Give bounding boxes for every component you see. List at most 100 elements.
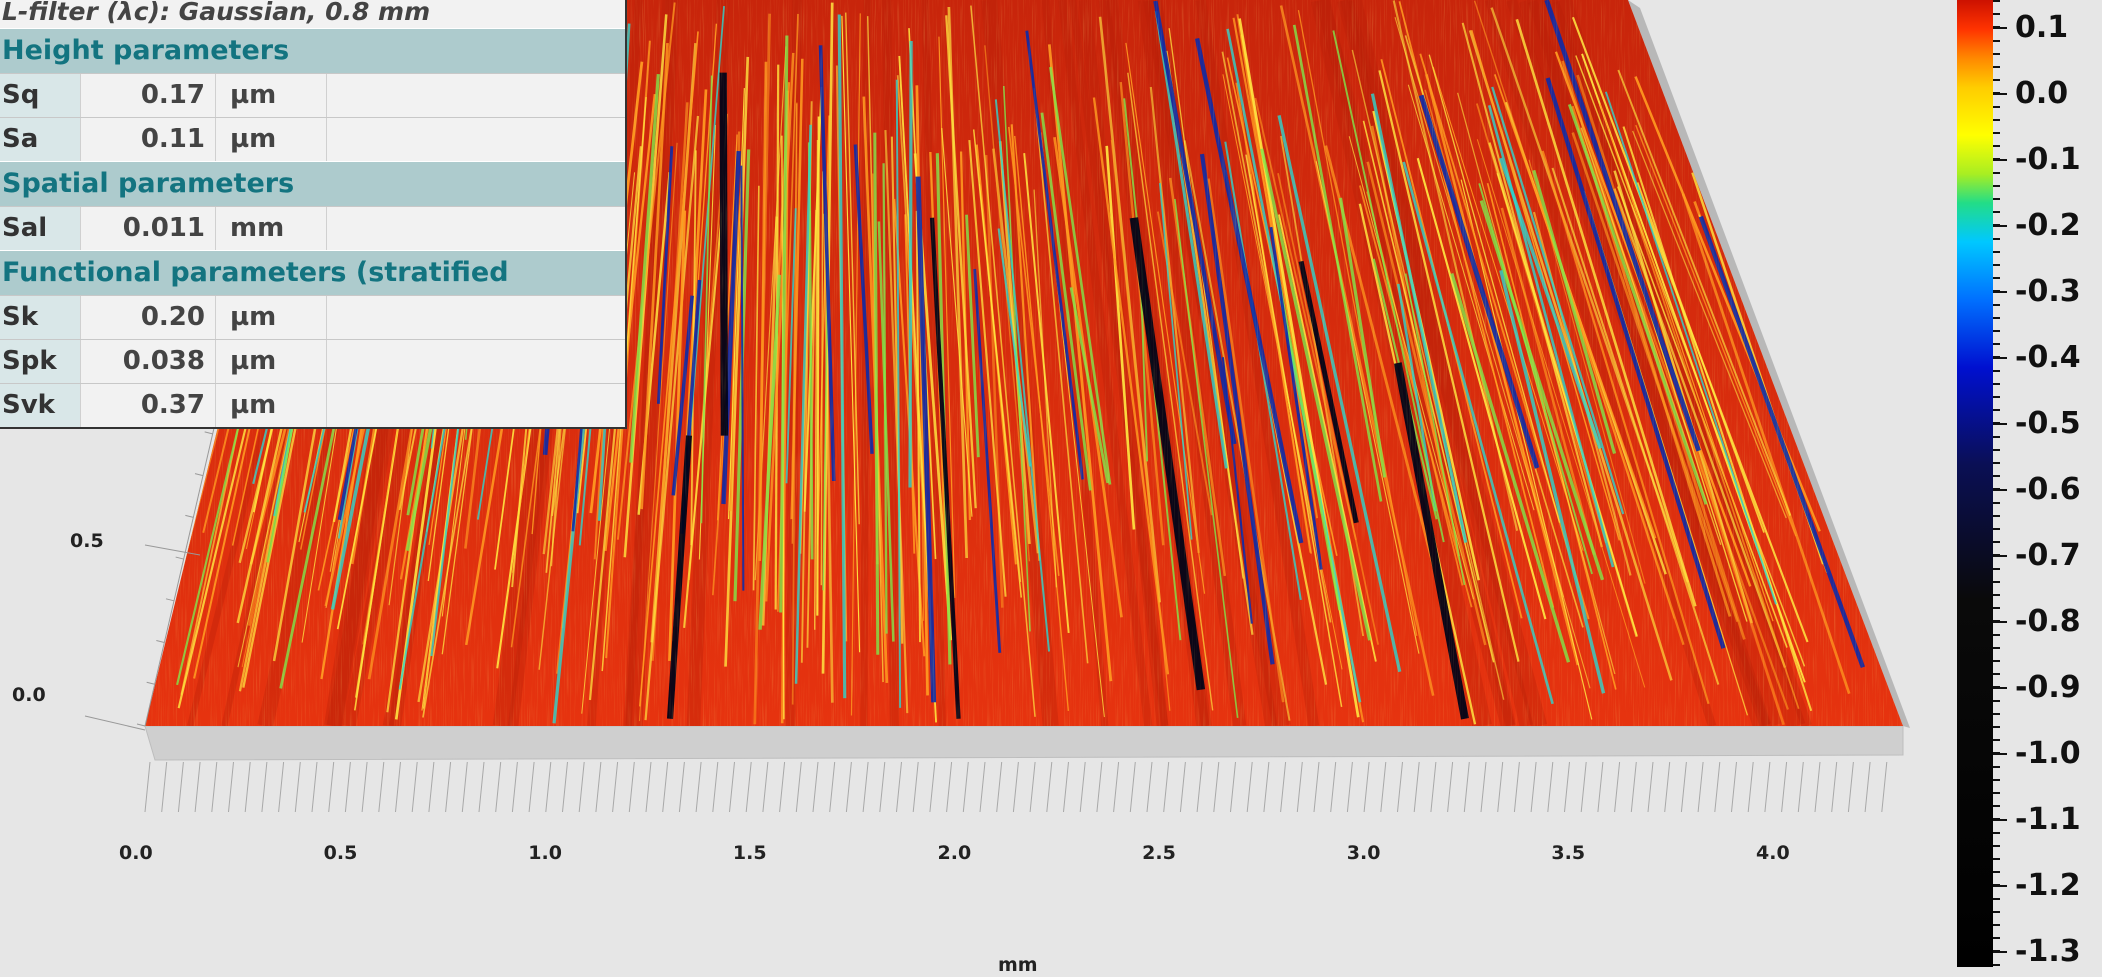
floor-tick: [478, 761, 485, 813]
colorbar-minor-tick: [1993, 409, 2000, 412]
param-unit: mm: [215, 207, 326, 250]
colorbar-tick-label: -0.6: [2015, 472, 2081, 507]
colorbar-minor-tick: [1993, 594, 2000, 596]
section-height-parameters: Height parameters: [0, 28, 625, 73]
floor-tick: [1680, 761, 1687, 813]
floor-tick: [946, 761, 953, 813]
colorbar-minor-tick: [1993, 224, 2000, 227]
colorbar-tick-label: 0.0: [2015, 76, 2069, 111]
colorbar-minor-tick: [1993, 897, 2000, 900]
x-tick-label: 2.5: [1142, 842, 1176, 864]
floor-tick: [1881, 761, 1888, 813]
filter-description: L-filter (λc): Gaussian, 0.8 mm: [0, 0, 625, 28]
param-extra: [326, 118, 625, 161]
x-tick-label: 2.0: [937, 842, 972, 864]
colorbar-tick-label: -0.9: [2015, 670, 2081, 705]
floor-tick: [595, 761, 602, 813]
table-row: Svk 0.37 µm: [0, 383, 625, 427]
param-name: Svk: [0, 384, 80, 427]
floor-tick: [645, 761, 652, 813]
param-value: 0.011: [80, 207, 215, 250]
floor-tick: [1380, 761, 1387, 813]
floor-tick: [1430, 761, 1437, 813]
colorbar-major-tick: [1993, 819, 2007, 821]
colorbar-minor-tick: [1993, 184, 2000, 187]
colorbar-major-tick: [1993, 753, 2007, 755]
param-extra: [326, 74, 625, 117]
floor-tick: [144, 761, 151, 813]
floor-tick: [177, 761, 184, 813]
colorbar-minor-tick: [1993, 462, 2000, 464]
colorbar-minor-tick: [1993, 382, 2000, 385]
colorbar-minor-tick: [1993, 739, 2000, 742]
floor-tick: [1280, 761, 1287, 813]
floor-tick: [194, 761, 201, 813]
colorbar-minor-tick: [1993, 752, 2000, 755]
colorbar-minor-tick: [1993, 13, 2000, 16]
x-tick-label: 4.0: [1756, 842, 1790, 864]
floor-tick: [1847, 761, 1854, 813]
colorbar-tick-label: -0.8: [2015, 604, 2081, 639]
floor-tick: [862, 761, 869, 813]
floor-tick: [1463, 761, 1470, 813]
floor-tick: [979, 761, 986, 813]
floor-tick: [962, 761, 969, 813]
colorbar-minor-tick: [1993, 448, 2000, 451]
floor-tick: [1096, 761, 1103, 813]
floor-tick: [328, 761, 335, 813]
floor-tick: [1497, 761, 1504, 813]
x-tick-label: 3.0: [1346, 842, 1381, 864]
parameters-table: L-filter (λc): Gaussian, 0.8 mm Height p…: [0, 0, 627, 429]
y-tick-0: [84, 715, 146, 731]
floor-tick: [1630, 761, 1637, 813]
param-extra: [326, 296, 625, 339]
floor-tick: [829, 761, 836, 813]
colorbar-minor-tick: [1993, 316, 2000, 319]
colorbar-minor-tick: [1993, 607, 2000, 610]
floor-tick: [1564, 761, 1570, 813]
surface-base-slab: [144, 725, 1904, 761]
param-unit: µm: [215, 74, 326, 117]
floor-tick: [1547, 761, 1554, 813]
table-row: Sa 0.11 µm: [0, 117, 625, 161]
floor-tick: [294, 761, 301, 813]
floor-tick: [1196, 761, 1203, 813]
surface-right-edge: [1628, 0, 1910, 728]
floor-tick: [261, 761, 268, 813]
floor-tick: [511, 761, 518, 813]
param-unit: µm: [215, 118, 326, 161]
floor-tick: [1313, 761, 1320, 813]
color-scale-bar: [1957, 0, 1993, 967]
param-name: Sa: [0, 118, 80, 161]
colorbar-tick-label: -0.3: [2015, 274, 2081, 309]
floor-tick: [1697, 761, 1704, 813]
colorbar-minor-tick: [1993, 145, 2000, 148]
table-row: Spk 0.038 µm: [0, 339, 625, 383]
colorbar-minor-tick: [1993, 66, 2000, 68]
floor-tick: [1129, 761, 1136, 813]
floor-tick: [762, 761, 769, 813]
colorbar-tick-label: -1.3: [2015, 934, 2081, 969]
colorbar-minor-tick: [1993, 514, 2000, 517]
section-spatial-parameters: Spatial parameters: [0, 161, 625, 206]
colorbar-minor-tick: [1993, 778, 2000, 781]
table-row: Sal 0.011 mm: [0, 206, 625, 250]
floor-tick: [779, 761, 786, 813]
floor-tick: [1296, 761, 1303, 813]
colorbar-minor-tick: [1993, 712, 2000, 715]
colorbar-major-tick: [1993, 621, 2007, 623]
colorbar-minor-tick: [1993, 118, 2000, 121]
floor-tick: [612, 761, 619, 813]
colorbar-minor-tick: [1993, 92, 2000, 95]
floor-tick: [1179, 761, 1186, 813]
y-tick-05: [144, 544, 201, 556]
floor-tick: [1647, 761, 1654, 813]
floor-tick: [244, 761, 251, 813]
colorbar-minor-tick: [1993, 0, 2000, 2]
colorbar-minor-tick: [1993, 528, 2000, 530]
colorbar-major-tick: [1993, 27, 2007, 29]
floor-tick: [845, 761, 852, 813]
colorbar-minor-tick: [1993, 963, 2000, 966]
colorbar-minor-tick: [1993, 475, 2000, 478]
param-value: 0.038: [80, 340, 215, 383]
